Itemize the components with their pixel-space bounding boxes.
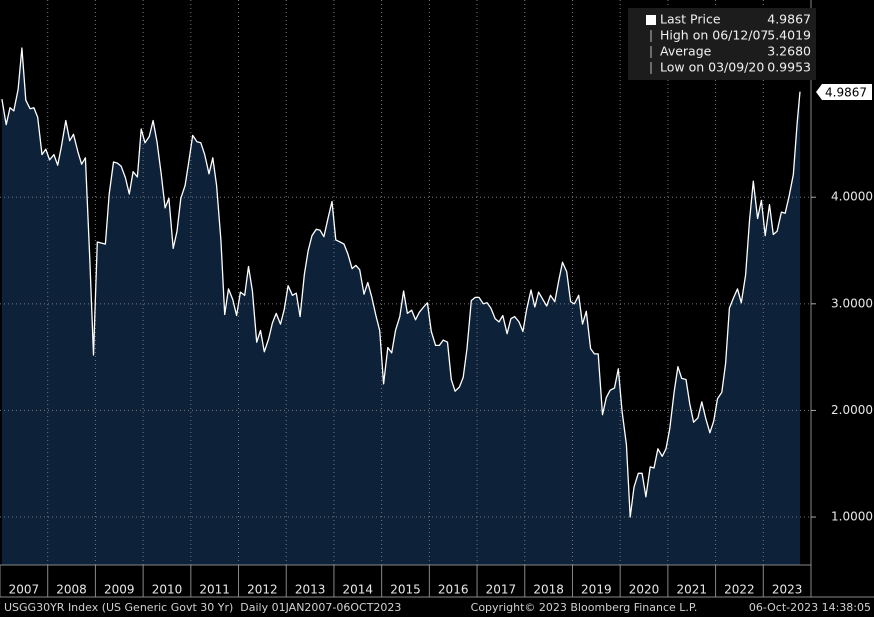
area (1, 48, 800, 565)
y-tick-label: 1.0000 (831, 510, 873, 524)
x-tick-label: 2008 (56, 583, 87, 597)
x-tick-label: 2022 (724, 583, 755, 597)
x-tick-label: 2012 (247, 583, 278, 597)
y-tick-label: 3.0000 (831, 296, 873, 310)
legend-value: 4.9867 (767, 12, 811, 27)
x-tick-label: 2016 (438, 583, 469, 597)
plot-area (0, 0, 811, 565)
x-tick-label: 2007 (9, 583, 40, 597)
footer-center: Copyright© 2023 Bloomberg Finance L.P. (471, 601, 698, 614)
legend-label: High on 06/12/07 (660, 28, 768, 43)
last-price-label: 4.9867 (825, 86, 867, 100)
x-tick-label: 2013 (295, 583, 326, 597)
line (1, 47, 801, 518)
x-tick-label: 2018 (533, 583, 564, 597)
legend-value: 0.9953 (767, 60, 811, 75)
footer-left: USGG30YR Index (US Generic Govt 30 Yr) D… (4, 601, 401, 614)
legend-value: 3.2680 (767, 44, 811, 59)
last-price-tag (816, 84, 872, 101)
x-tick-label: 2009 (104, 583, 135, 597)
x-tick-label: 2020 (629, 583, 660, 597)
x-tick-label: 2021 (676, 583, 707, 597)
legend-label: Last Price (660, 12, 721, 27)
legend-swatch (646, 15, 656, 25)
x-tick-label: 2023 (772, 583, 803, 597)
legend-box (628, 8, 816, 80)
x-tick-label: 2010 (152, 583, 183, 597)
legend-label: Average (660, 44, 712, 59)
legend-label: Low on 03/09/20 (660, 60, 764, 75)
y-tick-label: 2.0000 (831, 403, 873, 417)
y-tick-label: 4.0000 (831, 190, 873, 204)
x-tick-label: 2015 (390, 583, 421, 597)
x-tick-label: 2017 (486, 583, 517, 597)
x-tick-label: 2014 (343, 583, 374, 597)
legend-value: 5.4019 (767, 28, 811, 43)
x-tick-label: 2019 (581, 583, 612, 597)
footer-right: 06-Oct-2023 14:38:05 (749, 601, 871, 614)
x-tick-label: 2011 (199, 583, 230, 597)
